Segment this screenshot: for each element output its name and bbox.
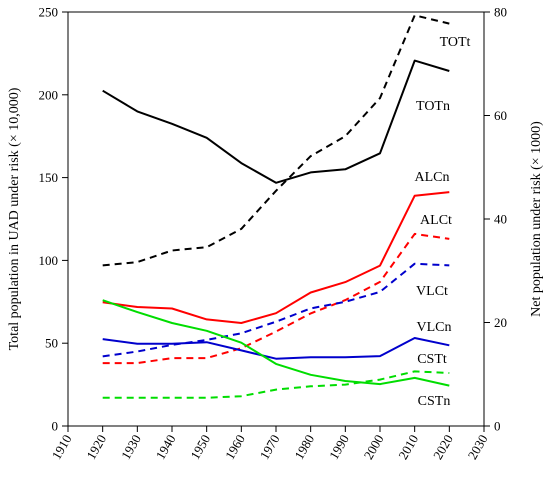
x-tick-label: 2020 (430, 432, 456, 462)
series-label-cstt: CSTt (417, 352, 447, 367)
y-right-tick-label: 80 (494, 5, 507, 20)
series-line-vlcn (102, 337, 450, 360)
y-left-tick-label: 200 (39, 87, 59, 102)
series-labels: TOTt TOTn ALCn ALCt VLCt VLCn CSTt CSTn (415, 35, 471, 409)
x-tick-label: 2030 (465, 432, 491, 462)
y-left-tick-label: 50 (45, 336, 58, 351)
series-label-totn: TOTn (416, 99, 450, 114)
y-left-tick-label: 0 (52, 419, 59, 434)
x-tick-label: 2010 (395, 432, 421, 462)
series-label-vlcn: VLCn (417, 320, 452, 335)
series-line-alcn (102, 191, 450, 324)
x-tick-label: 1940 (153, 432, 179, 462)
y-right-tick-label: 40 (494, 212, 507, 227)
series-line-tott (102, 14, 450, 267)
y-right-tick-label: 0 (494, 419, 501, 434)
x-tick-label: 1950 (187, 432, 213, 462)
x-tick-label: 1930 (118, 432, 144, 462)
y-left-tick-label: 150 (39, 170, 59, 185)
x-tick-label: 1920 (83, 432, 109, 462)
series-label-tott: TOTt (440, 35, 471, 50)
series-line-totn (102, 59, 450, 184)
x-tick-label: 1980 (291, 432, 317, 462)
left-axis-title: Total population in UAD under risk (× 10… (7, 87, 22, 350)
x-tick-label: 1910 (49, 432, 75, 462)
right-axis-title: Net population under risk (× 1000) (529, 121, 544, 317)
series-line-alct (102, 232, 450, 365)
y-right-tick-label: 20 (494, 315, 507, 330)
series-line-cstn (102, 299, 450, 387)
x-tick-label: 2000 (361, 432, 387, 462)
series-label-alcn: ALCn (415, 170, 450, 185)
x-tick-label: 1970 (257, 432, 283, 462)
series-line-vlct (102, 262, 450, 358)
y-left-tick-label: 250 (39, 5, 59, 20)
y-right-tick-label: 60 (494, 108, 507, 123)
series-layer (102, 14, 450, 399)
y-left-tick-label: 100 (39, 253, 59, 268)
x-tick-label: 1960 (222, 432, 248, 462)
series-line-cstt (102, 370, 450, 399)
series-label-cstn: CSTn (418, 394, 451, 409)
series-label-alct: ALCt (420, 213, 452, 228)
x-tick-label: 1990 (326, 432, 352, 462)
series-label-vlct: VLCt (416, 284, 448, 299)
